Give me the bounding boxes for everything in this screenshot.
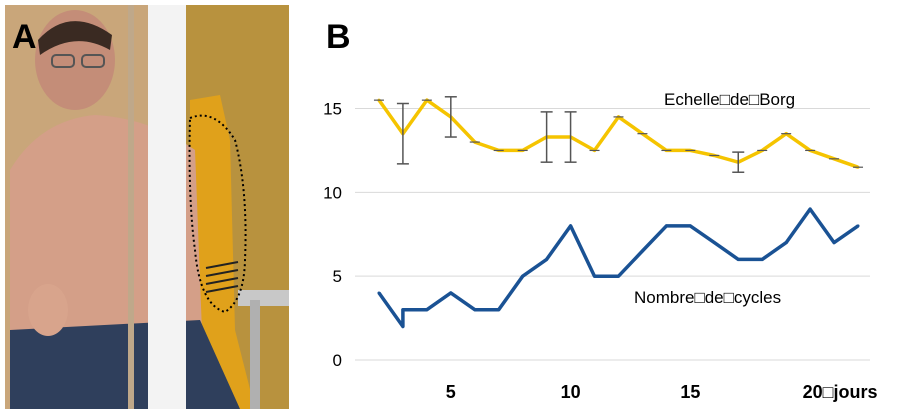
photo-device — [205, 261, 239, 293]
data-point-cycles — [784, 241, 788, 245]
data-point-cycles — [593, 274, 597, 278]
data-point-cycles — [832, 241, 836, 245]
photo-panel: A — [5, 5, 289, 409]
photo-chair — [190, 95, 255, 409]
photo-pole-thin — [128, 5, 134, 409]
y-tick-label: 5 — [333, 267, 342, 286]
data-point-cycles — [688, 224, 692, 228]
photo-thumb-hand — [28, 284, 68, 336]
series-label-cycles: Nombre□de□cycles — [634, 288, 781, 307]
series-label-borg: Echelle□de□Borg — [664, 90, 795, 109]
photo-chair-leg — [250, 300, 260, 409]
data-point-cycles — [401, 308, 405, 312]
photo-pole — [148, 5, 186, 409]
chart-panel: B 0 5 10 15 5 10 15 20□jours Echelle□de□Borg N… — [323, 18, 877, 402]
data-point-cycles — [808, 207, 812, 211]
error-bars — [373, 96, 864, 173]
data-point-cycles — [473, 308, 477, 312]
x-tick-label: 10 — [561, 382, 581, 402]
series-line-cycles — [377, 207, 860, 329]
data-point-cycles — [425, 308, 429, 312]
data-point-cycles — [640, 249, 644, 253]
data-point-cycles — [664, 224, 668, 228]
panel-label-a: A — [12, 18, 37, 56]
data-point-cycles — [401, 324, 405, 328]
y-axis-ticks: 0 5 10 15 — [323, 100, 342, 370]
panel-label-b: B — [326, 18, 351, 56]
y-tick-label: 10 — [323, 183, 342, 202]
x-axis-ticks: 5 10 15 20□jours — [446, 382, 878, 402]
data-point-cycles — [545, 257, 549, 261]
x-tick-label: 20□jours — [803, 382, 878, 402]
data-point-cycles — [377, 291, 381, 295]
photo-person-hair — [38, 21, 112, 55]
data-point-cycles — [497, 308, 501, 312]
data-point-cycles — [449, 291, 453, 295]
y-tick-label: 15 — [323, 100, 342, 119]
data-point-cycles — [616, 274, 620, 278]
photo-chair-arm — [238, 290, 289, 306]
data-point-cycles — [856, 224, 860, 228]
photo-glasses — [51, 54, 75, 68]
x-tick-label: 15 — [680, 382, 700, 402]
x-tick-label: 5 — [446, 382, 456, 402]
chart-series — [377, 98, 860, 329]
photo-dotted-outline — [188, 114, 247, 314]
data-point-cycles — [736, 257, 740, 261]
data-point-cycles — [760, 257, 764, 261]
data-point-cycles — [521, 274, 525, 278]
y-tick-label: 0 — [333, 351, 342, 370]
photo-glasses-right — [81, 54, 105, 68]
data-point-cycles — [712, 241, 716, 245]
data-point-cycles — [569, 224, 573, 228]
